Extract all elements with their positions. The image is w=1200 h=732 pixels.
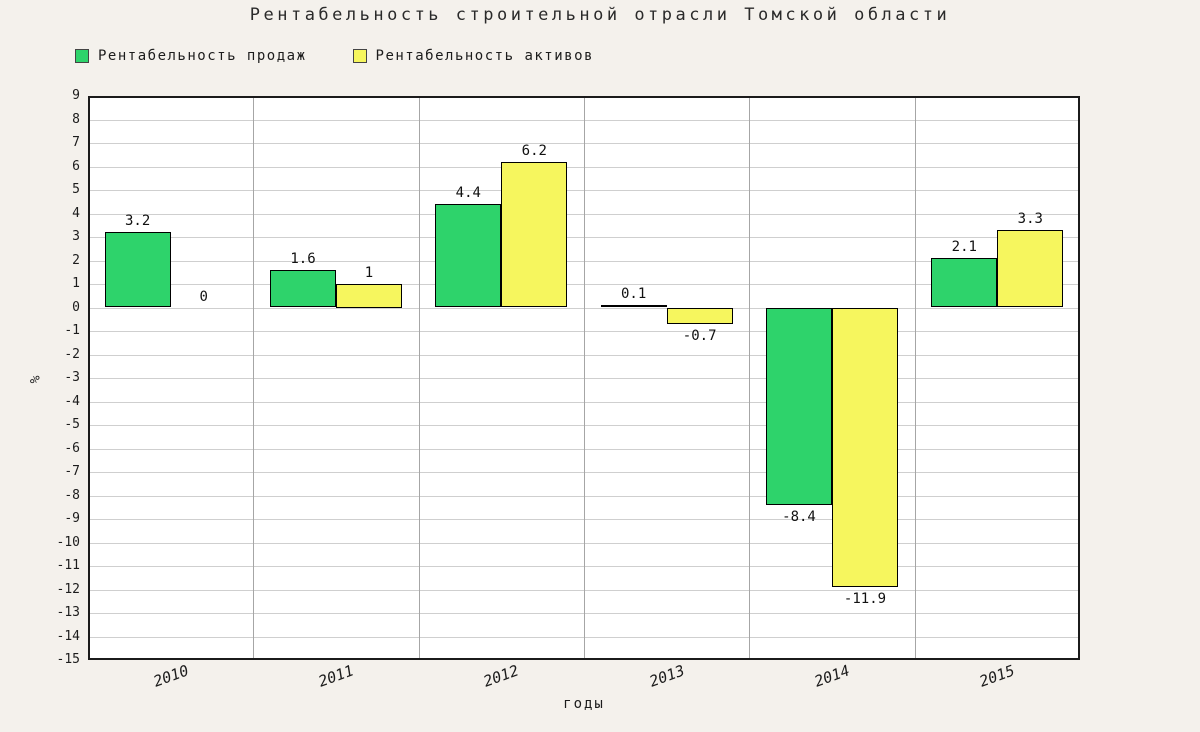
y-tick-label: 0 <box>72 299 80 315</box>
legend: Рентабельность продаж Рентабельность акт… <box>75 48 594 64</box>
y-tick-label: -2 <box>64 346 80 362</box>
bar-value-label: 0.1 <box>621 286 647 303</box>
x-tick-label: 2010 <box>150 661 191 691</box>
bar-value-label: 4.4 <box>455 185 481 202</box>
legend-label-sales: Рентабельность продаж <box>98 48 307 64</box>
bar <box>832 307 898 588</box>
y-tick-label: 1 <box>72 276 80 291</box>
y-tick-label: 7 <box>72 135 80 150</box>
y-tick-label: -9 <box>64 511 80 526</box>
y-tick-label: -5 <box>64 417 80 432</box>
y-tick-label: 4 <box>72 205 80 221</box>
bar <box>666 307 733 324</box>
bar-value-label: -0.7 <box>682 327 717 344</box>
bar <box>766 307 832 505</box>
y-tick-label: -6 <box>64 440 80 456</box>
bar-value-label: 0 <box>199 288 208 305</box>
bar <box>931 258 998 308</box>
y-tick-label: -11 <box>56 558 80 573</box>
y-tick-label: 5 <box>72 182 80 197</box>
y-tick-label: 9 <box>72 88 80 103</box>
gridline-vertical <box>914 96 916 660</box>
x-tick-label: 2013 <box>646 661 687 691</box>
y-tick-label: 8 <box>72 111 80 127</box>
y-tick-label: -1 <box>64 323 80 338</box>
x-tick-label: 2014 <box>811 661 853 691</box>
bar-value-label: 1 <box>364 265 374 281</box>
bar <box>270 269 336 308</box>
legend-item-assets: Рентабельность активов <box>352 48 594 64</box>
y-tick-label: -3 <box>64 370 80 385</box>
bar-value-label: 2.1 <box>951 239 977 256</box>
gridline-vertical <box>253 96 255 660</box>
bar <box>997 229 1064 308</box>
y-tick-label: -7 <box>64 464 80 479</box>
y-tick-label: -8 <box>64 487 80 503</box>
bar-value-label: 1.6 <box>290 250 316 267</box>
bar-value-label: 3.2 <box>125 213 151 230</box>
legend-label-assets: Рентабельность активов <box>375 48 594 64</box>
bar-value-label: -11.9 <box>843 591 887 608</box>
y-tick-label: -14 <box>56 628 80 644</box>
bar-value-label: 3.3 <box>1017 210 1043 227</box>
bar <box>336 284 402 308</box>
y-tick-label: -4 <box>64 393 80 409</box>
gridline-vertical <box>418 96 420 660</box>
legend-swatch-assets-icon <box>352 49 367 63</box>
y-tick-label: 6 <box>72 158 80 174</box>
bar <box>435 204 502 308</box>
gridline-vertical <box>749 96 751 660</box>
y-tick-label: -10 <box>56 534 80 550</box>
y-tick-label: -12 <box>56 581 80 597</box>
y-tick-label: -13 <box>56 605 80 620</box>
x-tick-label: 2011 <box>315 661 357 691</box>
bar <box>104 232 171 308</box>
legend-swatch-sales-icon <box>75 49 89 63</box>
bar <box>600 305 667 308</box>
chart-title: Рентабельность строительной отрасли Томс… <box>249 5 951 25</box>
y-tick-label: -15 <box>56 652 80 667</box>
x-tick-label: 2015 <box>977 661 1018 691</box>
x-tick-label: 2012 <box>481 661 522 691</box>
bar-value-label: 6.2 <box>521 142 547 159</box>
bar <box>501 161 568 308</box>
y-tick-label: 3 <box>72 229 80 244</box>
legend-item-sales: Рентабельность продаж <box>75 48 307 64</box>
bar-value-label: -8.4 <box>782 508 816 525</box>
plot-area: 3.2 0 1.6 1 4.4 6.2 0.1 -0.7 -8.4 -11.9 2.1 3.3 <box>88 96 1080 660</box>
y-tick-label: 2 <box>72 252 80 268</box>
gridline-vertical <box>584 96 585 660</box>
x-axis-label: годы <box>563 696 605 712</box>
